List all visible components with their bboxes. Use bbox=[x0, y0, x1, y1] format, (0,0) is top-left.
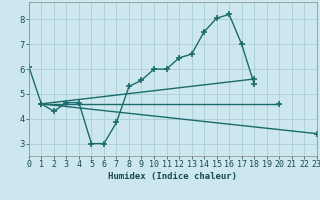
X-axis label: Humidex (Indice chaleur): Humidex (Indice chaleur) bbox=[108, 172, 237, 181]
